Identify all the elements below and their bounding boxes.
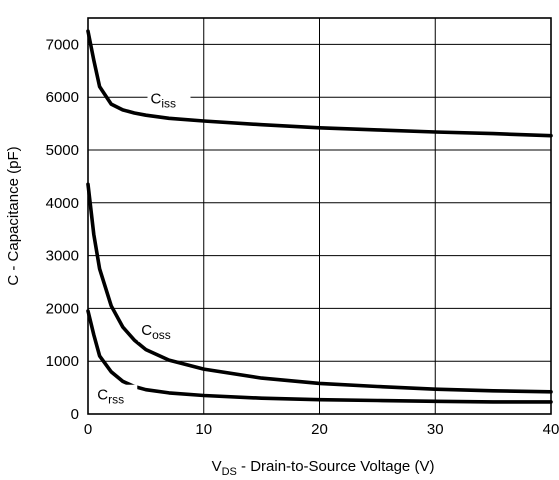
x-tick-label: 0: [84, 421, 92, 438]
x-tick-label: 40: [543, 421, 559, 438]
y-tick-label: 7000: [46, 36, 79, 53]
curve-ciss: [86, 29, 553, 138]
x-axis-title-subscript: DS: [222, 466, 237, 478]
y-axis-title: C - Capacitance (pF): [5, 146, 22, 285]
plot-frame: [87, 17, 552, 415]
x-tick-label: 30: [427, 421, 444, 438]
curve-coss: [86, 182, 553, 394]
label-coss: Coss: [141, 322, 171, 342]
y-tick-label: 3000: [46, 248, 79, 265]
y-tick-label: 5000: [46, 142, 79, 159]
y-tick-label: 4000: [46, 195, 79, 212]
grid-lines: [88, 18, 551, 414]
label-background: [138, 319, 182, 342]
label-ciss: Ciss: [151, 91, 177, 111]
tick-labels: 0 10 20 30 40 0 1000 2000 3000 4000 5000 6000 7000: [46, 36, 559, 438]
y-tick-label: 2000: [46, 300, 79, 317]
curve-labels: Ciss Coss Crss: [94, 88, 191, 407]
x-axis-title: VDS - Drain-to-Source Voltage (V): [212, 458, 435, 478]
x-tick-label: 20: [311, 421, 328, 438]
label-background: [147, 88, 191, 111]
label-background: [94, 384, 138, 407]
y-tick-label: 1000: [46, 353, 79, 370]
data-curves: [86, 29, 553, 404]
x-tick-label: 10: [195, 421, 212, 438]
y-tick-label: 6000: [46, 89, 79, 106]
label-crss: Crss: [97, 387, 124, 407]
curve-crss: [86, 309, 553, 404]
y-tick-label: 0: [71, 406, 79, 423]
